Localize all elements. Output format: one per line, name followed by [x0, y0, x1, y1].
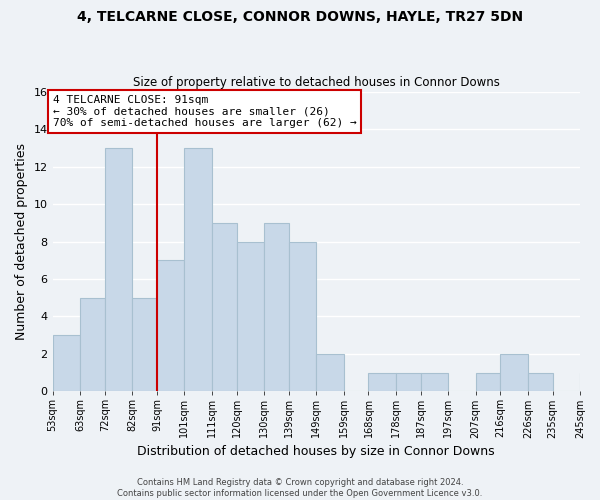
Bar: [476, 372, 500, 391]
Bar: [157, 260, 184, 391]
Bar: [80, 298, 105, 391]
Text: 4, TELCARNE CLOSE, CONNOR DOWNS, HAYLE, TR27 5DN: 4, TELCARNE CLOSE, CONNOR DOWNS, HAYLE, …: [77, 10, 523, 24]
Bar: [132, 298, 157, 391]
Bar: [264, 223, 289, 391]
Text: Contains HM Land Registry data © Crown copyright and database right 2024.
Contai: Contains HM Land Registry data © Crown c…: [118, 478, 482, 498]
Bar: [236, 242, 264, 391]
Bar: [368, 372, 396, 391]
Bar: [528, 372, 553, 391]
Bar: [212, 223, 236, 391]
Bar: [316, 354, 344, 391]
Title: Size of property relative to detached houses in Connor Downs: Size of property relative to detached ho…: [133, 76, 500, 90]
Bar: [289, 242, 316, 391]
Y-axis label: Number of detached properties: Number of detached properties: [15, 143, 28, 340]
Bar: [421, 372, 448, 391]
Bar: [105, 148, 132, 391]
Bar: [53, 335, 80, 391]
Bar: [184, 148, 212, 391]
Bar: [500, 354, 528, 391]
X-axis label: Distribution of detached houses by size in Connor Downs: Distribution of detached houses by size …: [137, 444, 495, 458]
Bar: [580, 372, 600, 391]
Bar: [396, 372, 421, 391]
Text: 4 TELCARNE CLOSE: 91sqm
← 30% of detached houses are smaller (26)
70% of semi-de: 4 TELCARNE CLOSE: 91sqm ← 30% of detache…: [53, 95, 356, 128]
